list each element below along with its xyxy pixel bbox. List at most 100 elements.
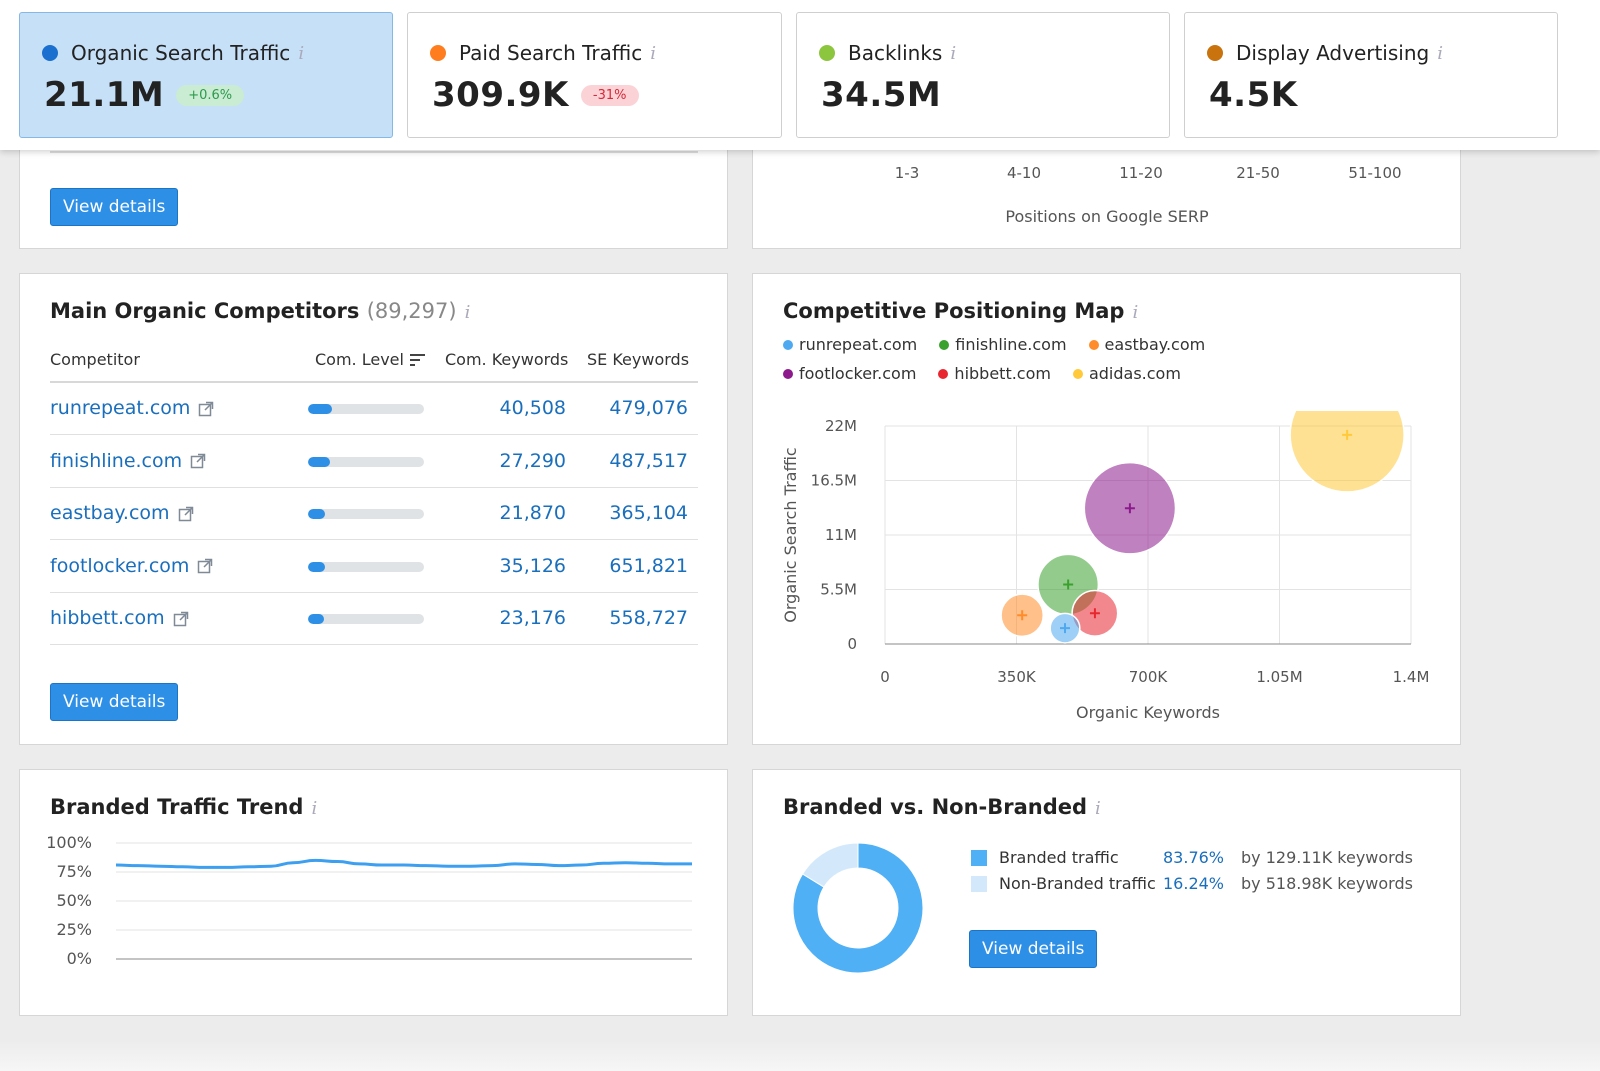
competitor-link[interactable]: runrepeat.com — [50, 397, 214, 419]
se-keywords-value[interactable]: 479,076 — [609, 397, 688, 419]
metric-value: 309.9K — [432, 75, 569, 115]
com-keywords-value[interactable]: 40,508 — [499, 397, 566, 419]
metric-display-advertising[interactable]: Display Advertising i 4.5K — [1184, 12, 1558, 138]
se-keywords-value[interactable]: 487,517 — [609, 449, 688, 472]
com-level-fill — [308, 561, 326, 572]
display-dot-icon — [1207, 45, 1223, 61]
next-section-edge — [0, 1040, 1600, 1071]
view-details-button[interactable]: View details — [50, 188, 179, 226]
com-keywords-value[interactable]: 23,176 — [499, 607, 566, 629]
table-row: finishline.com 27,290 487,517 — [50, 436, 698, 488]
competitor-link[interactable]: finishline.com — [50, 450, 206, 472]
info-icon[interactable]: i — [1095, 798, 1101, 819]
legend-item-finishline[interactable]: finishline.com — [939, 335, 1067, 354]
header-label: Com. Level — [315, 350, 404, 369]
bubble-center-marker — [1063, 579, 1074, 590]
branded-swatch-icon — [971, 850, 987, 866]
external-link-icon[interactable] — [197, 558, 213, 574]
map-legend-row-2: footlocker.com hibbett.com adidas.com — [783, 364, 1181, 383]
x-tick-label: 0 — [880, 668, 890, 686]
y-tick-label: 22M — [825, 417, 857, 435]
competitor-name[interactable]: hibbett.com — [50, 607, 165, 629]
row-by: by 129.11K keywords — [1241, 848, 1413, 867]
com-keywords-value[interactable]: 21,870 — [499, 502, 566, 524]
backlinks-dot-icon — [819, 45, 835, 61]
serp-axis-title: Positions on Google SERP — [1005, 207, 1209, 226]
x-tick-label: 1.4M — [1393, 668, 1430, 686]
table-row: eastbay.com 21,870 365,104 — [50, 488, 698, 540]
metric-value: 4.5K — [1209, 75, 1298, 115]
header-com-keywords[interactable]: Com. Keywords — [445, 350, 569, 369]
info-icon[interactable]: i — [650, 42, 656, 64]
branded-row: Branded traffic 83.76% by 129.11K keywor… — [971, 846, 1431, 872]
view-details-button[interactable]: View details — [50, 683, 179, 721]
x-tick-label: 700K — [1129, 668, 1169, 686]
legend-label: runrepeat.com — [799, 335, 918, 354]
legend-dot-icon — [939, 339, 950, 350]
bubble-center-marker — [1342, 429, 1353, 440]
info-icon[interactable]: i — [1437, 42, 1443, 64]
metric-paid-search-traffic[interactable]: Paid Search Traffic i 309.9K -31% — [407, 12, 782, 138]
header-com-level[interactable]: Com. Level — [315, 350, 426, 369]
external-link-icon[interactable] — [190, 453, 206, 469]
bubbles-group — [1000, 378, 1405, 644]
external-link-icon[interactable] — [173, 611, 189, 627]
external-link-icon[interactable] — [198, 401, 214, 417]
bubble-adidas[interactable] — [1289, 378, 1405, 493]
competitor-link[interactable]: eastbay.com — [50, 502, 194, 524]
bubble-center-marker — [1017, 610, 1028, 621]
legend-item-footlocker[interactable]: footlocker.com — [783, 364, 916, 383]
external-link-icon[interactable] — [178, 506, 194, 522]
info-icon[interactable]: i — [311, 798, 318, 819]
donut-slice[interactable] — [792, 842, 924, 974]
legend-item-adidas[interactable]: adidas.com — [1072, 364, 1181, 383]
header-se-keywords[interactable]: SE Keywords — [587, 350, 690, 369]
se-keywords-value[interactable]: 558,727 — [609, 607, 688, 629]
serp-tick: 21-50 — [1236, 164, 1280, 182]
metric-organic-search-traffic[interactable]: Organic Search Traffic i 21.1M +0.6% — [19, 12, 393, 138]
legend-item-eastbay[interactable]: eastbay.com — [1088, 335, 1206, 354]
header-divider — [50, 381, 698, 383]
competitor-name[interactable]: footlocker.com — [50, 554, 190, 577]
com-keywords-value[interactable]: 27,290 — [499, 449, 566, 472]
metrics-bar: Organic Search Traffic i 21.1M +0.6% Paid … — [0, 0, 1600, 150]
branded-donut-chart — [792, 842, 924, 974]
legend-item-hibbett[interactable]: hibbett.com — [938, 364, 1051, 383]
com-keywords-value[interactable]: 35,126 — [499, 554, 566, 577]
divider — [50, 151, 698, 153]
competitor-name[interactable]: finishline.com — [50, 449, 183, 472]
x-tick-label: 1.05M — [1256, 668, 1302, 686]
competitor-name[interactable]: eastbay.com — [50, 502, 170, 524]
competitor-name[interactable]: runrepeat.com — [50, 397, 191, 419]
info-icon[interactable]: i — [464, 302, 471, 323]
com-level-bar — [308, 614, 424, 624]
metric-label: Paid Search Traffic — [459, 41, 643, 65]
info-icon[interactable]: i — [298, 42, 305, 64]
info-icon[interactable]: i — [1132, 302, 1139, 323]
com-level-fill — [308, 509, 326, 519]
metric-label: Display Advertising — [1236, 41, 1430, 65]
legend-item-runrepeat[interactable]: runrepeat.com — [783, 335, 917, 354]
branded-vs-title: Branded vs. Non-Branded i — [783, 795, 1101, 819]
donut-slice[interactable] — [801, 842, 859, 888]
se-keywords-value[interactable]: 651,821 — [609, 554, 688, 577]
competitor-link[interactable]: hibbett.com — [50, 607, 189, 629]
competitor-link[interactable]: footlocker.com — [50, 555, 213, 577]
change-badge: +0.6% — [176, 84, 245, 106]
com-level-fill — [308, 456, 331, 467]
y-tick-label: 50% — [56, 891, 92, 910]
serp-tick: 4-10 — [1007, 164, 1041, 182]
y-tick-label: 75% — [56, 862, 92, 881]
y-tick-label: 16.5M — [811, 472, 857, 490]
com-level-bar — [308, 561, 424, 572]
y-tick-label: 25% — [56, 920, 92, 939]
table-row: hibbett.com 23,176 558,727 — [50, 593, 698, 645]
view-details-button[interactable]: View details — [969, 930, 1098, 968]
change-badge: -31% — [580, 84, 639, 106]
metric-backlinks[interactable]: Backlinks i 34.5M — [796, 12, 1170, 138]
com-level-bar — [308, 509, 424, 519]
se-keywords-value[interactable]: 365,104 — [609, 502, 688, 524]
sort-icon[interactable] — [409, 353, 426, 367]
legend-label: eastbay.com — [1104, 335, 1206, 354]
info-icon[interactable]: i — [950, 42, 957, 64]
